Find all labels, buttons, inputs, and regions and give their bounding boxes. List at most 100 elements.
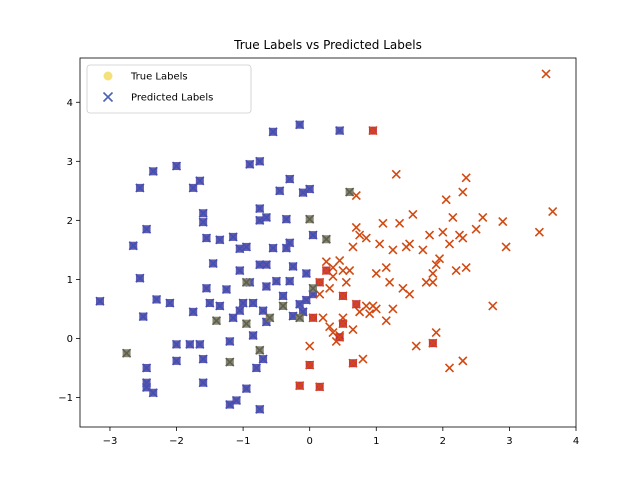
predicted-label-point [428,268,438,279]
predicted-label-point [195,176,205,186]
predicted-label-point [295,313,305,323]
predicted-label-point [541,69,551,79]
predicted-label-point [315,382,325,392]
x-tick-label: −2 [169,436,184,447]
predicted-label-point [305,341,315,351]
legend-predicted-label: Predicted Labels [131,93,213,104]
predicted-label-point [325,322,335,332]
predicted-label-point [305,214,315,224]
predicted-label-point [321,234,331,244]
predicted-label-point [265,313,275,323]
predicted-label-point [231,395,242,405]
predicted-label-point [255,404,265,414]
predicted-label-point [431,260,441,270]
predicted-label-point [268,243,278,253]
predicted-label-point [361,301,371,311]
predicted-label-point [318,313,328,323]
predicted-label-point [441,195,451,205]
predicted-label-point [458,233,468,243]
predicted-label-point [388,245,398,255]
predicted-label-point [325,283,335,293]
predicted-label-point [458,187,468,197]
predicted-label-point [198,354,208,364]
predicted-label-point [308,283,318,293]
predicted-label-point [142,224,152,234]
predicted-label-point [251,363,261,373]
predicted-label-point [418,245,428,255]
predicted-label-point [261,212,271,222]
predicted-label-point [335,126,345,136]
predicted-label-point [211,316,222,326]
predicted-label-point [275,186,285,196]
predicted-label-point [305,184,315,194]
predicted-label-point [258,354,268,364]
chart-title: True Labels vs Predicted Labels [233,38,422,52]
predicted-label-point [411,341,421,351]
predicted-label-point [381,316,391,326]
predicted-label-point [198,208,208,218]
predicted-label-point [205,298,215,308]
predicted-label-point [278,291,288,301]
predicted-label-point [301,268,311,279]
predicted-label-point [241,384,252,394]
predicted-label-point [255,203,265,214]
predicted-label-point [308,230,318,240]
predicted-label-point [235,306,245,316]
predicted-label-point [438,227,448,237]
predicted-label-point [348,358,358,368]
predicted-label-point [241,242,252,252]
predicted-label-point [201,233,212,243]
predicted-label-point [241,277,252,287]
predicted-label-point [421,277,431,287]
predicted-label-point [122,348,132,358]
predicted-label-point [358,354,368,364]
legend-true-marker [103,71,113,81]
predicted-label-point [241,319,252,329]
predicted-label-point [128,241,138,251]
predicted-label-point [348,242,358,252]
predicted-label-point [424,230,435,240]
predicted-label-point [142,363,152,373]
predicted-label-point [404,289,415,299]
predicted-label-point [351,222,361,233]
y-tick-label: 1 [67,275,73,286]
predicted-label-point [338,291,348,301]
predicted-label-point [488,301,498,311]
predicted-label-point [268,127,278,137]
predicted-label-point [245,159,255,169]
predicted-label-point [355,230,365,240]
x-tick-label: 3 [506,436,512,447]
predicted-label-point [338,319,348,329]
predicted-label-point [285,276,295,286]
predicted-label-point [135,273,145,283]
predicted-label-point [198,378,208,388]
predicted-label-point [215,301,225,311]
predicted-label-point [408,209,418,220]
predicted-label-point [351,299,361,309]
predicted-label-point [225,357,235,367]
predicted-label-point [95,296,105,306]
legend-predicted-marker [102,91,114,103]
predicted-label-point [321,265,331,276]
legend: True Labels Predicted Labels [86,64,252,114]
predicted-label-point [534,227,544,237]
predicted-label-point [371,268,381,279]
x-tick-label: 4 [573,436,579,447]
predicted-label-point [345,187,355,197]
predicted-label-point [348,325,358,335]
predicted-label-point [365,309,375,319]
predicted-label-point [444,363,455,373]
predicted-label-point [428,338,438,348]
predicted-label-point [371,304,381,314]
predicted-label-point [375,239,385,249]
predicted-label-point [228,232,238,242]
x-tick-label: −1 [236,436,251,447]
predicted-label-point [434,254,445,264]
predicted-label-point [171,161,182,171]
predicted-label-point [235,265,245,276]
predicted-label-point [501,242,511,252]
predicted-label-point [295,299,305,309]
predicted-label-point [451,265,461,276]
predicted-label-point [185,339,195,349]
predicted-label-point [391,169,401,179]
